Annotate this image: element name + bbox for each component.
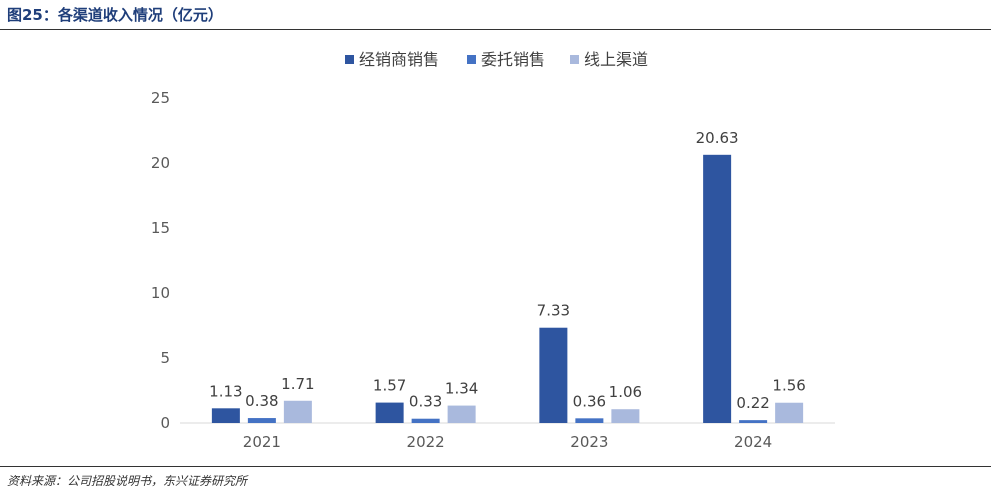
data-label: 0.38 [245, 392, 278, 410]
chart-data-labels: 1.13 1.57 7.33 20.63 0.38 0.33 0.36 0.22 1.71 1.3… [209, 129, 806, 412]
data-label: 0.33 [409, 393, 442, 411]
bar-2 [411, 418, 440, 423]
bar-3 [283, 400, 312, 423]
legend-swatch [345, 55, 354, 64]
y-tick-label: 25 [151, 89, 170, 107]
legend-swatch [570, 55, 579, 64]
x-tick-label: 2023 [570, 433, 608, 451]
y-tick-label: 20 [151, 154, 170, 172]
bar-3 [775, 402, 804, 423]
bar-1 [703, 154, 732, 423]
y-tick-label: 0 [160, 414, 170, 432]
legend-label: 经销商销售 [359, 50, 439, 69]
legend-swatch [467, 55, 476, 64]
title-divider [0, 29, 991, 30]
bar-3 [447, 405, 476, 423]
y-tick-label: 15 [151, 219, 170, 237]
data-label: 1.56 [772, 377, 805, 395]
bar-2 [739, 420, 768, 423]
bar-2 [575, 418, 604, 423]
data-label: 1.06 [609, 383, 642, 401]
y-tick-label: 5 [160, 349, 170, 367]
data-label: 0.22 [736, 394, 769, 412]
bar-3 [611, 409, 640, 423]
data-label: 20.63 [696, 129, 739, 147]
x-tick-label: 2024 [734, 433, 772, 451]
data-label: 1.57 [373, 377, 406, 395]
source-note: 资料来源：公司招股说明书，东兴证券研究所 [7, 474, 248, 488]
legend-label: 线上渠道 [584, 50, 648, 69]
bar-2 [247, 418, 276, 423]
bar-1 [211, 408, 240, 423]
bar-1 [375, 402, 404, 423]
figure-title: 图25：各渠道收入情况（亿元） [7, 6, 223, 24]
data-label: 7.33 [537, 302, 570, 320]
chart-legend: 经销商销售 委托销售 线上渠道 [345, 50, 648, 69]
x-tick-label: 2022 [407, 433, 445, 451]
data-label: 1.13 [209, 382, 242, 400]
footer-divider [0, 466, 991, 467]
data-label: 1.71 [281, 375, 314, 393]
bar-1 [539, 327, 568, 423]
legend-label: 委托销售 [481, 50, 545, 69]
data-label: 0.36 [573, 392, 606, 410]
chart-bars [211, 154, 804, 423]
y-tick-label: 10 [151, 284, 170, 302]
x-tick-label: 2021 [243, 433, 281, 451]
data-label: 1.34 [445, 380, 478, 398]
